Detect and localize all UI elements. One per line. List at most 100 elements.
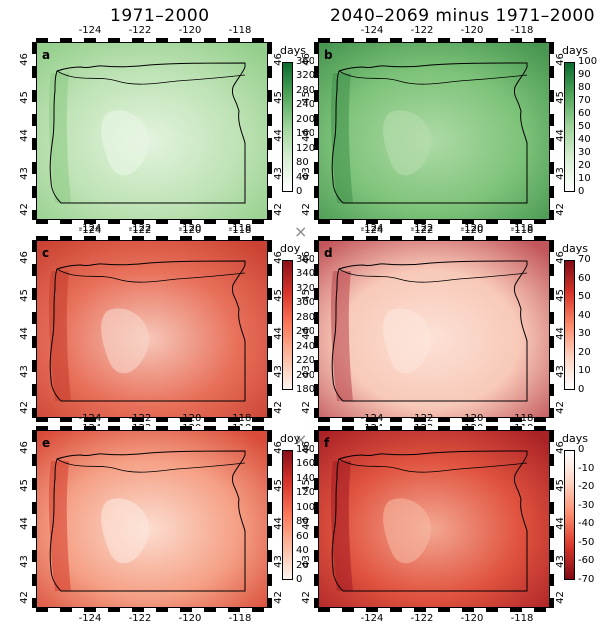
frame-edge-top (36, 38, 268, 42)
colorbar-tick-label: 0 (578, 384, 585, 395)
map-frame (318, 42, 550, 220)
lon-tick-bottom: -124 (360, 225, 384, 236)
lon-tick-top: -118 (228, 25, 252, 36)
colorbar-tick-label: 100 (296, 501, 316, 513)
map-frame (36, 430, 268, 608)
lat-tick-left: 44 (18, 129, 30, 142)
colorbar-tick-label: 30 (578, 328, 591, 340)
colorbar (282, 450, 293, 580)
lat-tick-left: 43 (300, 365, 312, 378)
colorbar-tick-label: 40 (296, 171, 309, 183)
frame-edge-left (314, 42, 318, 220)
frame-edge-right (550, 430, 554, 608)
lon-tick-top: -118 (510, 25, 534, 36)
lat-tick-left: 43 (18, 167, 30, 180)
lat-tick-left: 46 (300, 441, 312, 454)
colorbar-tick-label: 50 (578, 291, 591, 303)
cross-mark-2: × (294, 430, 308, 449)
colorbar-tick-label: 30 (578, 147, 591, 158)
lon-tick-top: -122 (128, 413, 152, 424)
lon-tick-top: -122 (128, 25, 152, 36)
colorbar-tick-label: -60 (578, 555, 595, 567)
colorbar-tick-label: 0 (296, 186, 303, 197)
frame-edge-bottom (36, 418, 268, 422)
lon-tick-bottom: -122 (128, 225, 152, 236)
colorbar-tick-label: 300 (296, 297, 316, 309)
lat-tick-left: 45 (300, 91, 312, 104)
lon-tick-top: -122 (410, 413, 434, 424)
lon-tick-top: -122 (410, 25, 434, 36)
colorbar-tick-label: 120 (296, 142, 316, 154)
colorbar-unit: days (280, 44, 306, 57)
colorbar-tick-label: 140 (296, 472, 316, 484)
colorbar-tick-label: 280 (296, 311, 316, 323)
frame-edge-bottom (318, 418, 550, 422)
lat-tick-left: 46 (300, 53, 312, 66)
lon-tick-top: -124 (78, 413, 102, 424)
lon-tick-bottom: -118 (228, 225, 252, 236)
colorbar-tick-label: 90 (578, 69, 591, 80)
colorbar-tick-label: 10 (578, 365, 591, 377)
lat-tick-left: 46 (18, 53, 30, 66)
lat-tick-left: 45 (300, 479, 312, 492)
lon-tick-top: -124 (78, 223, 102, 234)
lat-tick-left: 44 (300, 517, 312, 530)
lat-tick-right: 42 (272, 203, 284, 216)
colorbar-tick-label: 360 (296, 254, 316, 265)
lon-tick-top: -124 (78, 25, 102, 36)
frame-edge-right (268, 42, 272, 220)
colorbar-tick-label: 70 (578, 95, 591, 106)
colorbar-tick-label: 0 (578, 186, 585, 197)
colorbar-tick-label: 50 (578, 121, 591, 132)
colorbar-unit: days (562, 242, 588, 255)
lat-tick-left: 42 (18, 591, 30, 604)
lon-tick-top: -118 (228, 223, 252, 234)
colorbar-tick-label: 220 (296, 355, 316, 367)
frame-edge-right (550, 42, 554, 220)
lat-tick-left: 46 (18, 441, 30, 454)
map-panel-f: f -124 -124 -122 -122 -120 -120 -118 -118 46 46 45 4… (301, 413, 594, 624)
colorbar-tick-label: 20 (578, 346, 591, 358)
colorbar-tick-label: 240 (296, 340, 316, 352)
lon-tick-bottom: -118 (510, 225, 534, 236)
map-frame (318, 240, 550, 418)
panel-letter: f (324, 436, 330, 450)
colorbar-tick-label: 240 (296, 99, 316, 111)
colorbar (564, 450, 575, 580)
colorbar-tick-label: 320 (296, 70, 316, 82)
lat-tick-left: 43 (18, 555, 30, 568)
map-frame (36, 240, 268, 418)
lon-tick-top: -120 (178, 413, 202, 424)
column-title-right: 2040–2069 minus 1971–2000 (330, 6, 596, 26)
lat-tick-left: 42 (300, 591, 312, 604)
oregon-map (37, 43, 267, 219)
colorbar-tick-label: 160 (296, 128, 316, 140)
frame-edge-right (268, 430, 272, 608)
frame-edge-top (318, 236, 550, 240)
colorbar-tick-label: 180 (296, 384, 316, 395)
lat-tick-left: 45 (18, 479, 30, 492)
frame-edge-top (318, 38, 550, 42)
lat-tick-right: 42 (272, 401, 284, 414)
frame-edge-top (36, 236, 268, 240)
panel-letter: c (42, 246, 50, 260)
lat-tick-left: 42 (18, 401, 30, 414)
cross-mark-1: × (294, 222, 308, 241)
lon-tick-top: -118 (510, 223, 534, 234)
frame-edge-left (314, 430, 318, 608)
lon-tick-top: -124 (360, 223, 384, 234)
colorbar-tick-label: 340 (296, 268, 316, 280)
map-panel-d: d-124-124-122-122-120-120-118-1184646454… (301, 223, 591, 434)
colorbar-unit: days (562, 44, 588, 57)
map-panel-a: a -124 -124 -122 -122 -120 -120 -118 -118 46 46 45 4… (19, 25, 315, 236)
map-panel-b: b -124 -124 -122 -122 -120 -120 -118 -118 46 46 45 4… (301, 25, 597, 236)
frame-edge-bottom (318, 220, 550, 224)
oregon-map (37, 431, 267, 607)
frame-edge-left (314, 240, 318, 418)
colorbar-tick-label: 60 (578, 272, 591, 284)
lat-tick-left: 43 (18, 365, 30, 378)
lat-tick-left: 44 (18, 327, 30, 340)
lon-tick-top: -124 (360, 413, 384, 424)
colorbar-tick-label: 260 (296, 326, 316, 338)
panel-letter: b (324, 48, 333, 62)
